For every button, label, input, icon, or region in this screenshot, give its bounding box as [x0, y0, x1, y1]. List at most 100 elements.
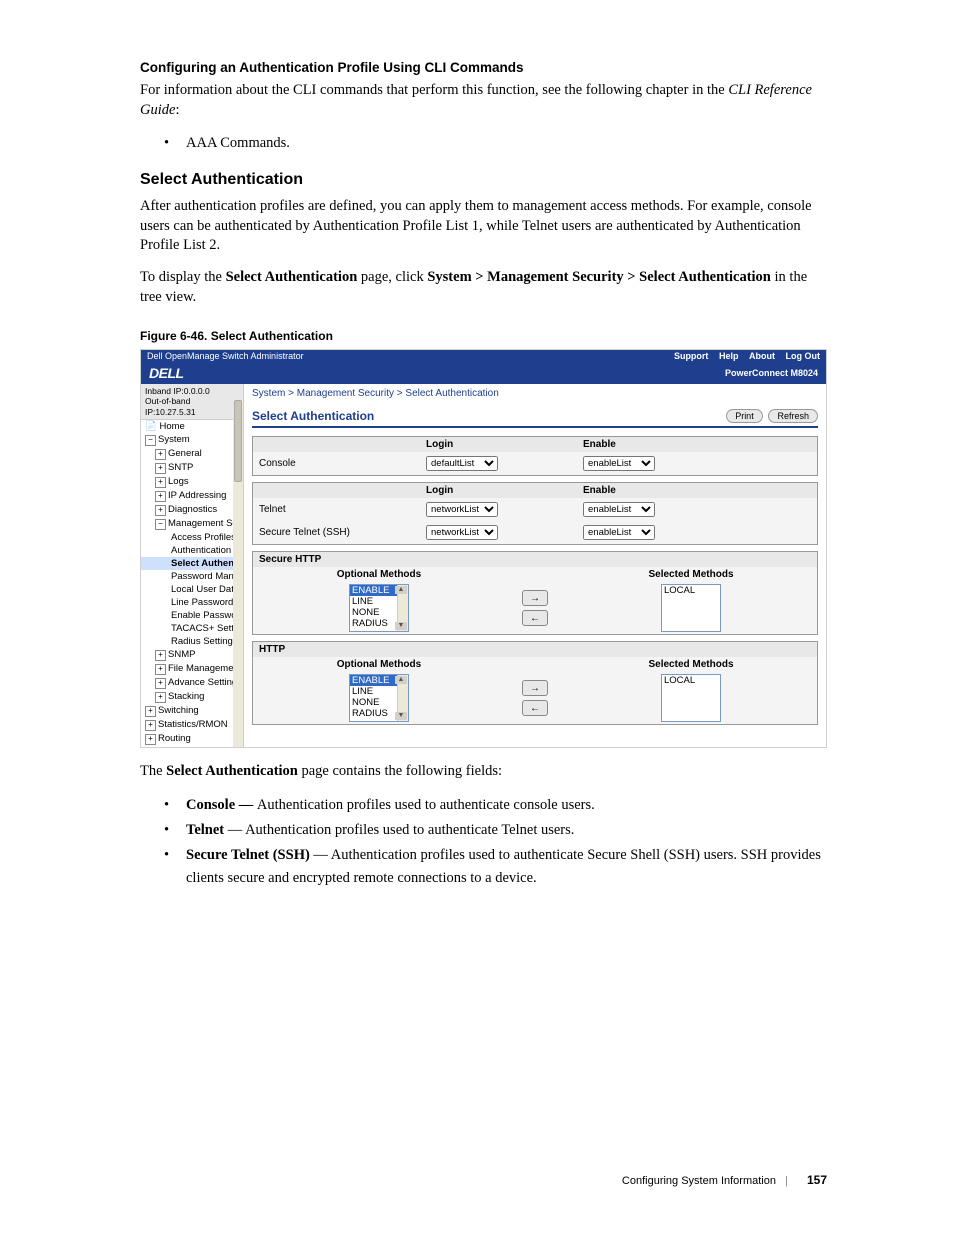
tree-authp-label: Authentication P: [171, 545, 240, 556]
tree-luser[interactable]: Local User Datab: [141, 583, 243, 596]
shttp-selected-list[interactable]: LOCAL: [661, 584, 721, 632]
ip-box: Inband IP:0.0.0.0 Out-of-band IP:10.27.5…: [141, 384, 243, 420]
tree-pwmgr[interactable]: Password Manag: [141, 570, 243, 583]
console-login-select[interactable]: defaultList: [426, 456, 498, 471]
after-shot-b: Select Authentication: [166, 763, 298, 779]
breadcrumb: System > Management Security > Select Au…: [252, 388, 818, 399]
tree-selauth[interactable]: Select Authenti: [141, 557, 243, 570]
hdr-selected2: Selected Methods: [565, 657, 817, 672]
sa-nav-b1: Select Authentication: [226, 269, 358, 285]
bullet-console-t: Authentication profiles used to authenti…: [257, 797, 595, 813]
tree-access[interactable]: Access Profiles: [141, 531, 243, 544]
tree-home-label: Home: [159, 421, 184, 432]
tree-routing-label: Routing: [158, 733, 191, 744]
cli-intro-para: For information about the CLI commands t…: [140, 81, 827, 120]
page-title: Select Authentication: [252, 409, 374, 423]
tree-selauth-label: Select Authenti: [171, 558, 240, 569]
opt-line2[interactable]: LINE: [350, 686, 408, 697]
row-telnet-label: Telnet: [253, 502, 420, 517]
tree-access-label: Access Profiles: [171, 532, 236, 543]
tree-logs[interactable]: +Logs: [141, 475, 243, 489]
tree-ipaddr[interactable]: +IP Addressing: [141, 489, 243, 503]
tree-ipv6[interactable]: +IPv6: [141, 746, 243, 747]
tree-filemgmt[interactable]: +File Management: [141, 662, 243, 676]
link-about[interactable]: About: [749, 351, 775, 361]
sa-intro-para: After authentication profiles are define…: [140, 197, 827, 256]
bullet-telnet: Telnet — Authentication profiles used to…: [164, 819, 827, 842]
shot-nav-links: Support Help About Log Out: [666, 351, 820, 361]
tree-enpw[interactable]: Enable Passwor: [141, 609, 243, 622]
opt-line[interactable]: LINE: [350, 596, 408, 607]
bullet-ssh-b: Secure Telnet (SSH): [186, 847, 310, 863]
row-ssh-label: Secure Telnet (SSH): [253, 525, 420, 540]
hdr-login: Login: [420, 437, 577, 452]
tree-tacacs-label: TACACS+ Settin: [171, 623, 241, 634]
tree-linepw[interactable]: Line Password: [141, 596, 243, 609]
after-shot-para: The Select Authentication page contains …: [140, 762, 827, 782]
refresh-button[interactable]: Refresh: [768, 409, 818, 423]
shttp-add-button[interactable]: →: [522, 590, 548, 606]
cli-intro-text1: For information about the CLI commands t…: [140, 82, 728, 98]
tree-mgmtsec-label: Management Secur: [168, 518, 243, 529]
tree-ipaddr-label: IP Addressing: [168, 490, 226, 501]
tree-mgmtsec[interactable]: −Management Secur: [141, 517, 243, 531]
tree-home[interactable]: 📄 Home: [141, 420, 243, 433]
tree-filemgmt-label: File Management: [168, 663, 241, 674]
telnet-enable-select[interactable]: enableList: [583, 502, 655, 517]
print-button[interactable]: Print: [726, 409, 763, 423]
ssh-login-select[interactable]: networkList: [426, 525, 498, 540]
main-panel: System > Management Security > Select Au…: [244, 384, 826, 747]
sa-nav-t1: To display the: [140, 269, 226, 285]
nav-tree[interactable]: Inband IP:0.0.0.0 Out-of-band IP:10.27.5…: [141, 384, 244, 747]
shttp-optional-list[interactable]: ▲▼ ENABLE LINE NONE RADIUS: [349, 584, 409, 632]
secure-http-title: Secure HTTP: [253, 552, 817, 567]
telnet-panel: LoginEnable Telnet networkList enableLis…: [252, 482, 818, 545]
link-help[interactable]: Help: [719, 351, 739, 361]
tree-radset-label: Radius Settings: [171, 636, 238, 647]
tree-advset[interactable]: +Advance Settings: [141, 676, 243, 690]
tree-enpw-label: Enable Passwor: [171, 610, 240, 621]
shot-title: Dell OpenManage Switch Administrator: [147, 351, 304, 361]
telnet-login-select[interactable]: networkList: [426, 502, 498, 517]
tree-radset[interactable]: Radius Settings: [141, 635, 243, 648]
tree-general[interactable]: +General: [141, 447, 243, 461]
tree-switching[interactable]: +Switching: [141, 704, 243, 718]
tree-stacking-label: Stacking: [168, 691, 204, 702]
tree-diag[interactable]: +Diagnostics: [141, 503, 243, 517]
tree-stacking[interactable]: +Stacking: [141, 690, 243, 704]
figure-caption: Figure 6-46. Select Authentication: [140, 329, 827, 343]
tree-sntp[interactable]: +SNTP: [141, 461, 243, 475]
tree-stats[interactable]: +Statistics/RMON: [141, 718, 243, 732]
sel-local2[interactable]: LOCAL: [662, 675, 720, 686]
console-enable-select[interactable]: enableList: [583, 456, 655, 471]
tree-general-label: General: [168, 448, 202, 459]
after-shot-t2: page contains the following fields:: [298, 763, 502, 779]
tree-routing[interactable]: +Routing: [141, 732, 243, 746]
shttp-remove-button[interactable]: ←: [522, 610, 548, 626]
http-optional-list[interactable]: ▲▼ ENABLE LINE NONE RADIUS: [349, 674, 409, 722]
tree-snmp[interactable]: +SNMP: [141, 648, 243, 662]
secure-http-panel: Secure HTTP Optional MethodsSelected Met…: [252, 551, 818, 635]
link-support[interactable]: Support: [674, 351, 709, 361]
http-title: HTTP: [253, 642, 817, 657]
ssh-enable-select[interactable]: enableList: [583, 525, 655, 540]
http-selected-list[interactable]: LOCAL: [661, 674, 721, 722]
opt-none2[interactable]: NONE: [350, 697, 408, 708]
hdr-selected: Selected Methods: [565, 567, 817, 582]
shot-banner: DELL PowerConnect M8024: [141, 362, 826, 384]
sel-local[interactable]: LOCAL: [662, 585, 720, 596]
opt-none[interactable]: NONE: [350, 607, 408, 618]
tree-scrollbar[interactable]: [233, 400, 243, 747]
page-footer: Configuring System Information | 157: [622, 1173, 827, 1187]
footer-page-number: 157: [807, 1173, 827, 1187]
tree-logs-label: Logs: [168, 476, 189, 487]
bullet-aaa: AAA Commands.: [164, 132, 827, 155]
tree-system[interactable]: −System: [141, 433, 243, 447]
tree-authp[interactable]: Authentication P: [141, 544, 243, 557]
tree-sntp-label: SNTP: [168, 462, 193, 473]
tree-tacacs[interactable]: TACACS+ Settin: [141, 622, 243, 635]
http-add-button[interactable]: →: [522, 680, 548, 696]
shot-titlebar: Dell OpenManage Switch Administrator Sup…: [141, 350, 826, 362]
http-remove-button[interactable]: ←: [522, 700, 548, 716]
link-logout[interactable]: Log Out: [786, 351, 821, 361]
